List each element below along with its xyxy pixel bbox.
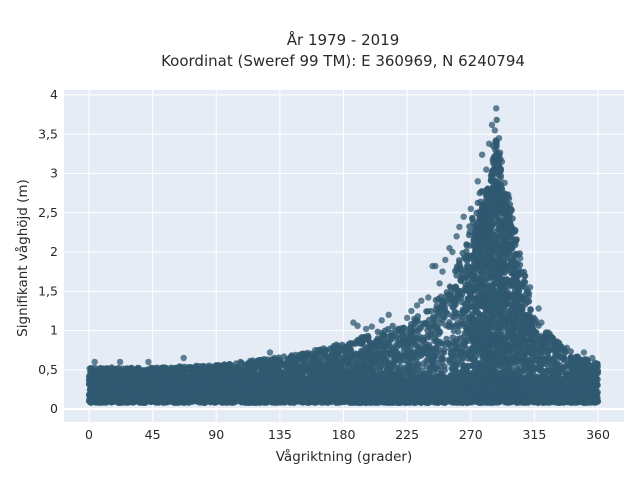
data-point [493,116,500,124]
chart-title-line-2: Koordinat (Sweref 99 TM): E 360969, N 62… [161,52,525,70]
data-points [85,105,602,406]
chart-title-line-1: År 1979 - 2019 [287,30,400,49]
